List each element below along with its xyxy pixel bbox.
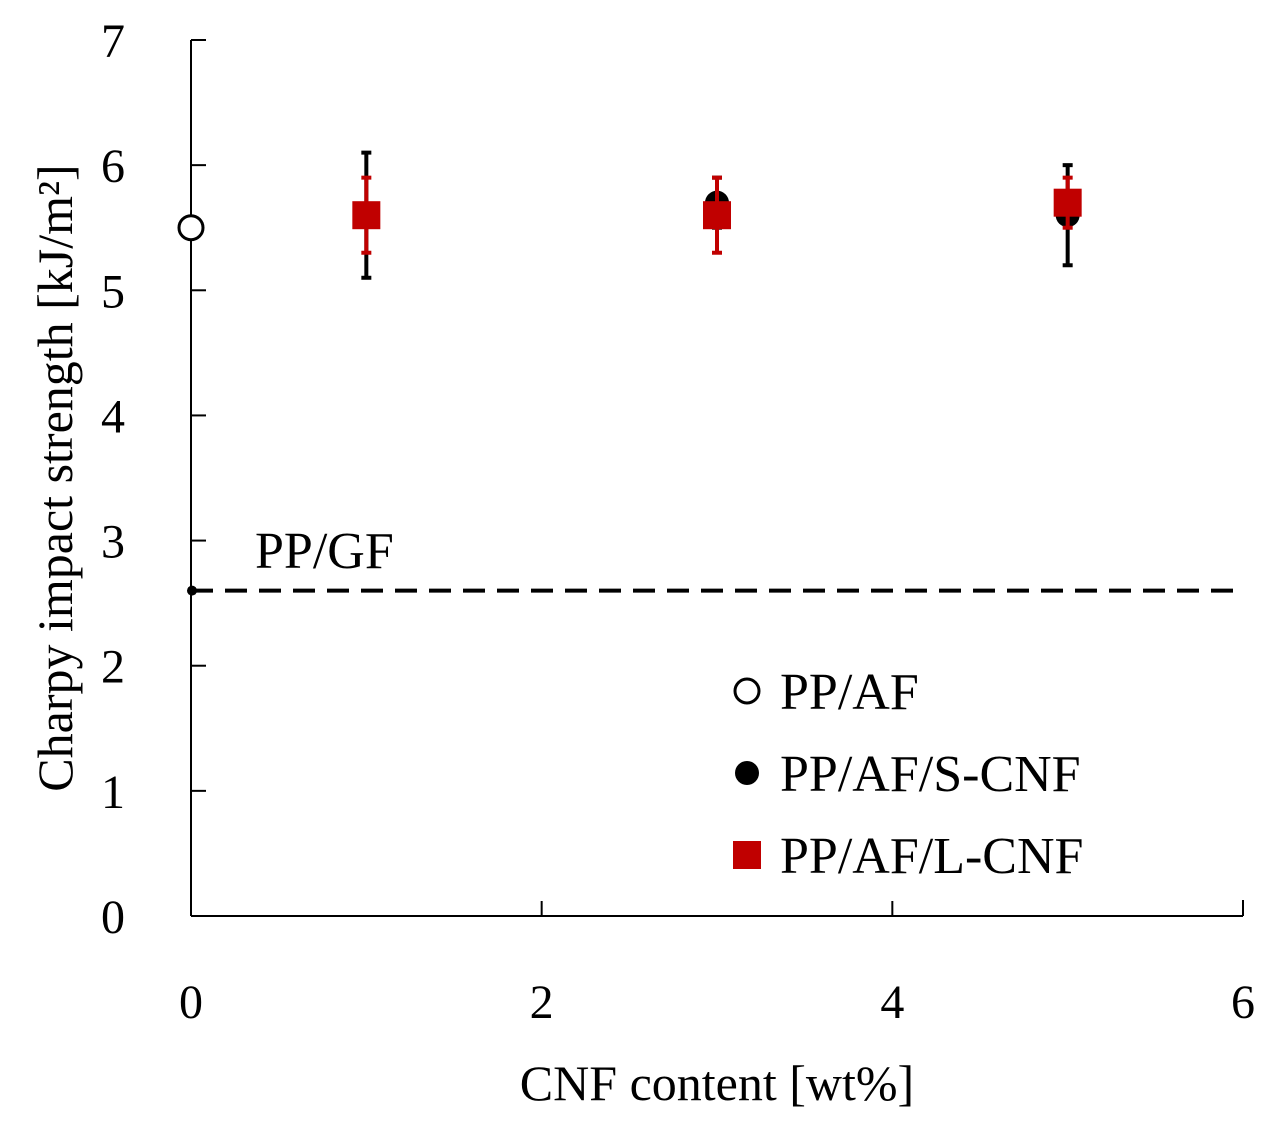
plot-area (190, 40, 1244, 917)
y-tick-label: 1 (101, 766, 125, 819)
x-tick-label: 4 (880, 976, 904, 1029)
legend-label: PP/AF/S-CNF (780, 746, 1081, 803)
data-marks (177, 150, 1082, 280)
data-point-pp-af-l-cnf (1053, 188, 1082, 217)
reference-line-group: PP/GF (187, 523, 1243, 596)
reference-line-marker (187, 585, 197, 596)
legend-marker-pp-af-s-cnf (735, 761, 759, 785)
y-tick-label: 3 (101, 516, 125, 569)
y-tick-label: 7 (101, 15, 125, 68)
data-point-pp-af (177, 214, 205, 242)
x-axis-title: CNF content [wt%] (520, 1055, 914, 1111)
legend-label: PP/AF/L-CNF (780, 828, 1083, 885)
x-tick-label: 2 (530, 976, 554, 1029)
y-tick-label: 6 (101, 140, 125, 193)
y-ticks: 0 1 2 3 4 5 6 7 (101, 15, 206, 944)
legend: PP/AF PP/AF/S-CNF PP/AF/L-CNF (733, 664, 1083, 885)
x-ticks: 0 2 4 6 (179, 901, 1255, 1029)
y-tick-label: 0 (101, 891, 125, 944)
data-point-pp-af-l-cnf (703, 201, 731, 230)
legend-label: PP/AF (780, 664, 919, 721)
y-axis-title: Charpy impact strength [kJ/m²] (27, 164, 83, 791)
legend-marker-pp-af-l-cnf (733, 841, 761, 869)
y-tick-label: 4 (101, 390, 125, 443)
y-tick-label: 2 (101, 641, 125, 694)
x-tick-label: 0 (179, 976, 203, 1029)
legend-marker-pp-af (733, 677, 761, 705)
y-tick-label: 5 (101, 265, 125, 318)
reference-line-label: PP/GF (255, 523, 394, 580)
data-point-pp-af-l-cnf (352, 201, 381, 230)
x-tick-label: 6 (1231, 976, 1255, 1029)
